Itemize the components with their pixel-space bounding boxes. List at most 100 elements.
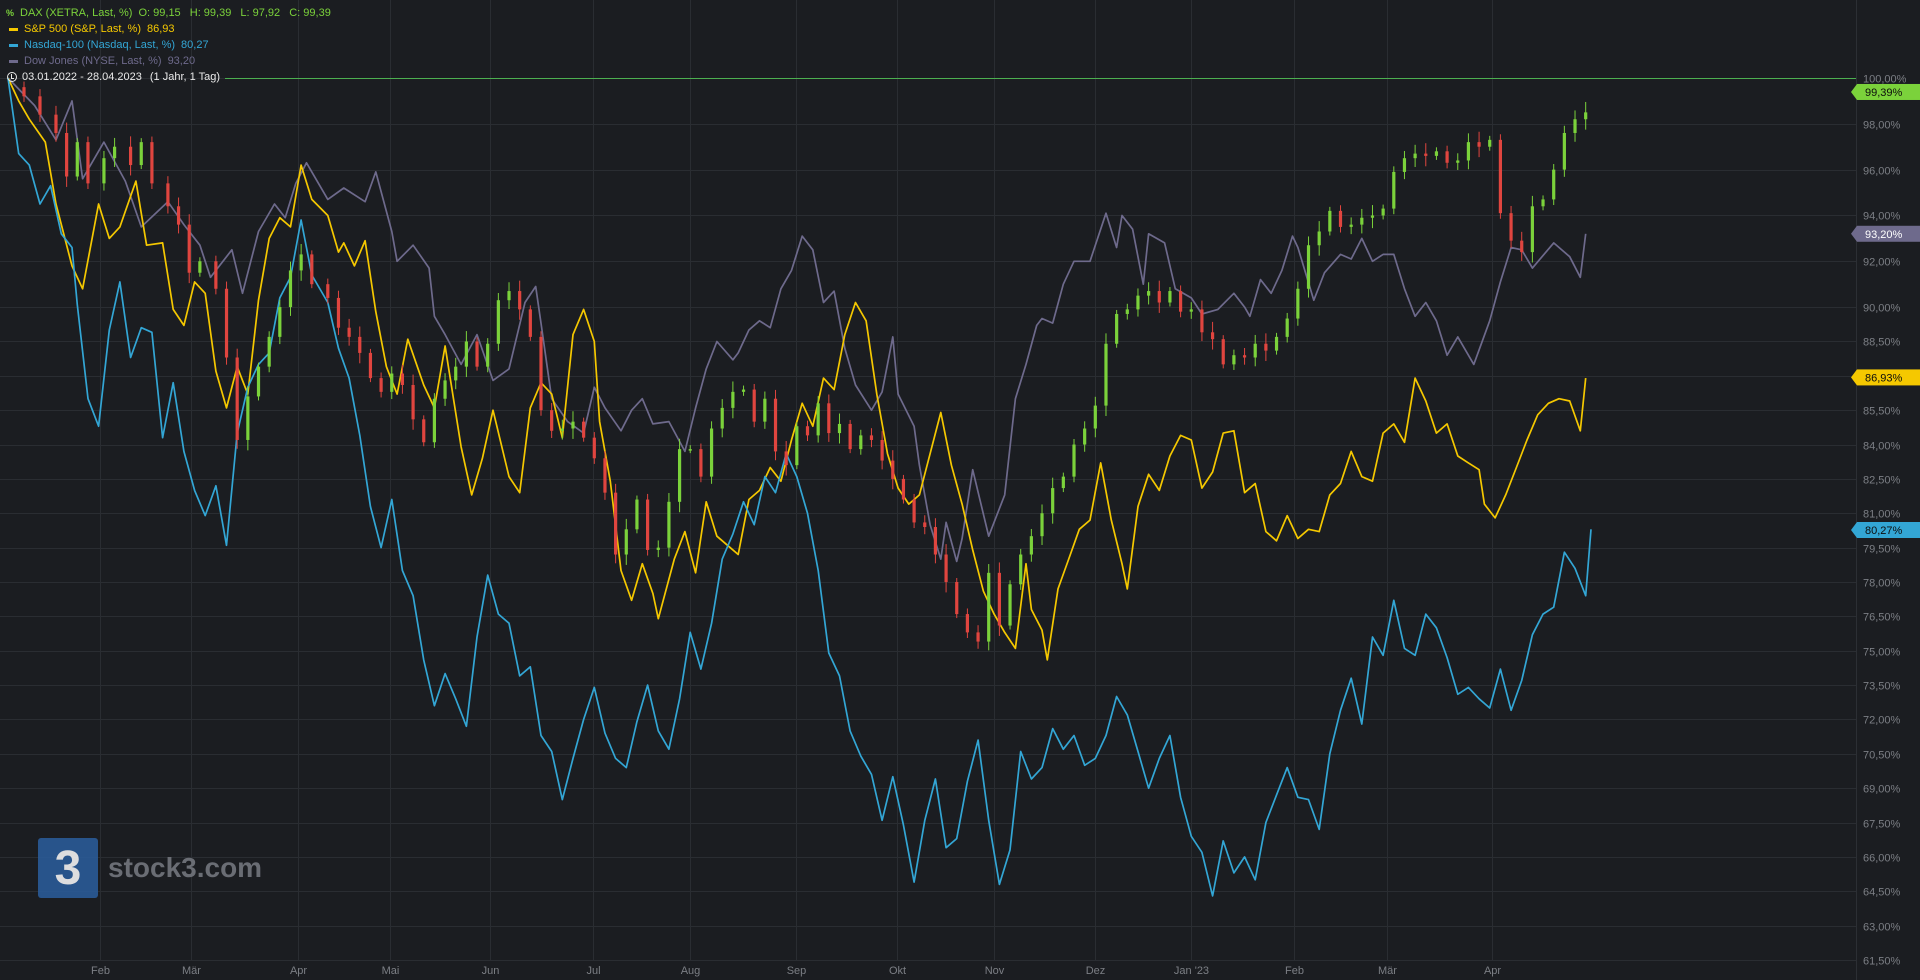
x-tick-label: Jan '23 bbox=[1174, 965, 1209, 977]
current-value-text: 93,20% bbox=[1865, 229, 1903, 241]
candle-body bbox=[176, 206, 181, 225]
candle-body bbox=[592, 437, 596, 459]
series-line-nasdaq-100[interactable] bbox=[7, 77, 1592, 897]
candle-body bbox=[278, 307, 282, 337]
series-line-dow-jones[interactable] bbox=[7, 77, 1587, 563]
candle-body bbox=[1413, 153, 1417, 159]
legend-swatch-sp500 bbox=[9, 27, 18, 31]
candle-body bbox=[1104, 343, 1108, 406]
candle-body bbox=[773, 398, 778, 452]
candle-body bbox=[299, 254, 303, 271]
candle-body bbox=[560, 428, 564, 431]
candle-body bbox=[432, 398, 436, 443]
candle-body bbox=[1541, 199, 1545, 207]
y-tick-label: 79,50% bbox=[1863, 544, 1901, 556]
candle-body bbox=[880, 439, 884, 461]
candle-body bbox=[965, 614, 969, 633]
clock-icon bbox=[7, 72, 17, 82]
legend-row-nasdaq[interactable]: Nasdaq-100 (Nasdaq, Last, %) 80,27 bbox=[6, 37, 331, 53]
current-value-label bbox=[1857, 369, 1920, 386]
legend-row-sp500[interactable]: S&P 500 (S&P, Last, %) 86,93 bbox=[6, 21, 331, 37]
axis-layer: 100,00% 98,00% 96,00% 94,00% 92,00% 90,00% 88,… bbox=[91, 0, 1920, 980]
current-value-pointer bbox=[1851, 521, 1857, 538]
candle-body bbox=[1189, 309, 1193, 312]
legend-value-sp500: 86,93 bbox=[147, 23, 175, 35]
candle-body bbox=[1466, 142, 1471, 161]
candle-body bbox=[422, 419, 426, 443]
candle-body bbox=[139, 142, 143, 166]
candle-body bbox=[997, 572, 1001, 626]
y-tick-label: 94,00% bbox=[1863, 211, 1901, 223]
x-tick-label: Mär bbox=[182, 965, 201, 977]
candle-body bbox=[859, 435, 863, 450]
legend-label-dow: Dow Jones (NYSE, Last, %) bbox=[24, 55, 162, 67]
legend-low: L: 97,92 bbox=[240, 7, 281, 19]
legend-label-nasdaq: Nasdaq-100 (Nasdaq, Last, %) bbox=[24, 39, 176, 51]
watermark: 3 stock3.com bbox=[38, 838, 262, 898]
candle-body bbox=[677, 449, 682, 502]
candle-body bbox=[288, 270, 293, 308]
candle-body bbox=[22, 87, 26, 97]
grid-lines bbox=[0, 0, 1856, 961]
candle-body bbox=[1530, 206, 1534, 253]
candle-body bbox=[1168, 291, 1172, 303]
candle-body bbox=[1147, 291, 1151, 296]
candle-body bbox=[614, 492, 618, 555]
candle-body bbox=[1200, 309, 1204, 333]
candle-body bbox=[667, 501, 671, 548]
x-tick-label: Nov bbox=[985, 965, 1005, 977]
candle-body bbox=[1392, 171, 1396, 209]
candle-body bbox=[1370, 215, 1375, 218]
candle-body bbox=[1520, 240, 1524, 253]
candle-body bbox=[310, 254, 314, 285]
series-line-s-p-500[interactable] bbox=[7, 77, 1587, 661]
candle-body bbox=[848, 423, 852, 450]
candle-body bbox=[1264, 343, 1268, 351]
candle-body bbox=[1477, 142, 1481, 147]
candle-body bbox=[1381, 208, 1385, 216]
x-tick-label: Mai bbox=[382, 965, 400, 977]
candle-body bbox=[347, 327, 351, 337]
candle-body bbox=[1360, 217, 1364, 225]
legend-values-sp500: 86,93 bbox=[141, 21, 175, 37]
candle-body bbox=[1083, 428, 1087, 445]
candle-body bbox=[603, 458, 607, 493]
candle-body bbox=[1338, 210, 1343, 227]
candle-body bbox=[635, 499, 639, 530]
current-value-text: 80,27% bbox=[1865, 525, 1903, 537]
legend-row-dax[interactable]: % DAX (XETRA, Last, %) O: 99,15 H: 99,39… bbox=[6, 5, 331, 21]
candle-body bbox=[256, 366, 261, 397]
x-tick-label: Feb bbox=[91, 965, 110, 977]
candle-body bbox=[955, 582, 959, 615]
candle-body bbox=[741, 389, 746, 392]
candle-body bbox=[38, 96, 42, 115]
percent-icon[interactable]: % bbox=[6, 8, 15, 18]
y-tick-label: 76,50% bbox=[1863, 612, 1901, 624]
candle-body bbox=[411, 384, 415, 420]
candle-body bbox=[582, 421, 586, 438]
candle-body bbox=[1136, 295, 1140, 310]
y-axis-background[interactable] bbox=[1856, 0, 1920, 980]
series-candles-dax[interactable] bbox=[22, 81, 1588, 651]
y-tick-label: 63,00% bbox=[1863, 922, 1901, 934]
candle-body bbox=[86, 142, 90, 184]
time-range[interactable]: 03.01.2022 - 28.04.2023 (1 Jahr, 1 Tag) bbox=[6, 69, 331, 85]
x-tick-label: Dez bbox=[1086, 965, 1106, 977]
candle-body bbox=[166, 183, 170, 207]
candle-body bbox=[1115, 313, 1119, 344]
candle-body bbox=[987, 572, 991, 642]
legend-row-dow[interactable]: Dow Jones (NYSE, Last, %) 93,20 bbox=[6, 53, 331, 69]
candle-body bbox=[518, 291, 522, 310]
series-layer bbox=[7, 77, 1592, 897]
x-tick-label: Mär bbox=[1378, 965, 1397, 977]
y-tick-label: 100,00% bbox=[1863, 74, 1907, 86]
candle-body bbox=[1498, 139, 1502, 214]
candle-body bbox=[1285, 318, 1289, 337]
legend-label-dax: DAX (XETRA, Last, %) bbox=[20, 7, 133, 19]
time-range-dates: 03.01.2022 - 28.04.2023 bbox=[22, 71, 142, 83]
candle-body bbox=[688, 449, 692, 451]
candle-body bbox=[1274, 336, 1279, 351]
candle-body bbox=[752, 389, 756, 422]
